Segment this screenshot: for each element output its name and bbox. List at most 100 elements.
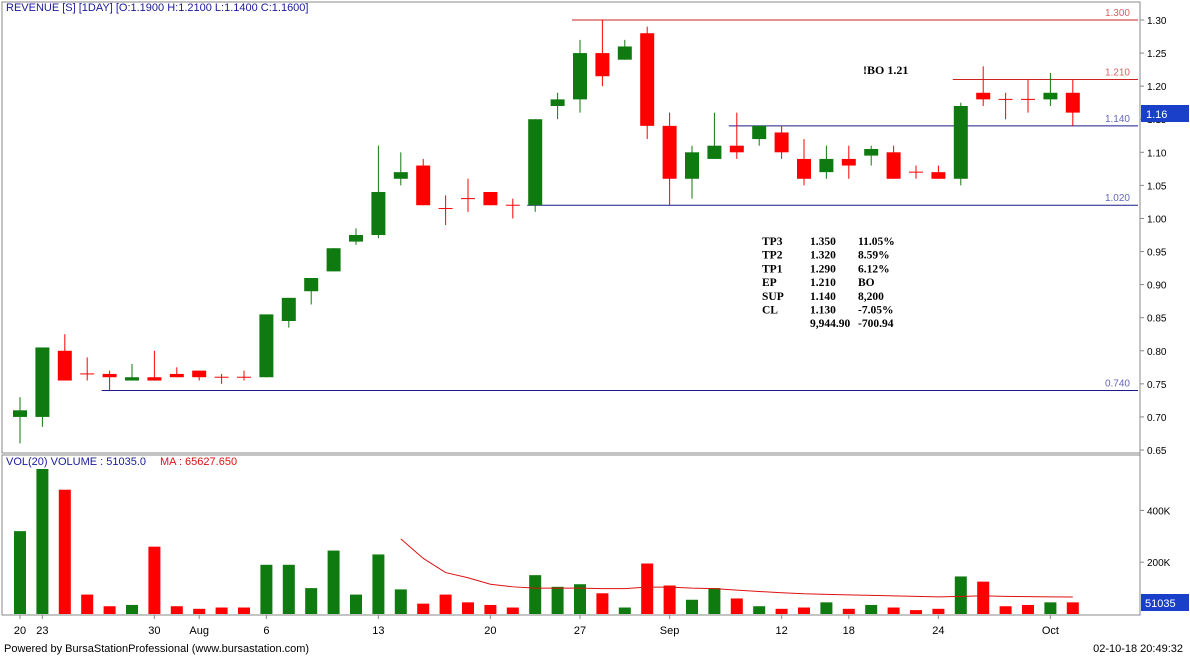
candle [169, 367, 184, 378]
date-tick-label: 20 [14, 625, 26, 637]
candle-body [976, 92, 991, 100]
price-tick-label: 0.65 [1147, 446, 1167, 457]
candle [461, 178, 475, 212]
trade-table-cell: 11.05% [858, 236, 895, 248]
trade-table-cell: -700.94 [858, 318, 894, 330]
volume-bar [686, 599, 698, 614]
candle [1065, 79, 1080, 126]
candle-body [102, 373, 117, 378]
breakout-annotation: !BO 1.21 [863, 63, 908, 77]
candle-body [13, 410, 27, 417]
candle [573, 39, 587, 113]
current-volume-value: 51035 [1145, 598, 1176, 610]
date-tick-label: 18 [843, 625, 855, 637]
current-volume-badge [1141, 594, 1189, 611]
trade-table-cell: 1.320 [810, 250, 836, 262]
level-label: 1.020 [1105, 193, 1130, 204]
candle [259, 314, 274, 378]
candle-body [886, 152, 901, 179]
trade-table-cell: 9,944.90 [810, 318, 851, 330]
level-label: 1.210 [1105, 68, 1130, 79]
volume-bar [372, 554, 385, 614]
candle-body [57, 350, 72, 381]
candle-body [550, 99, 565, 106]
price-title: REVENUE [S] [1DAY] [O:1.1900 H:1.2100 L:… [6, 2, 308, 14]
volume-bar [462, 602, 474, 614]
candle [483, 192, 498, 206]
volume-bar [596, 593, 609, 614]
candle [886, 145, 901, 179]
price-tick-label: 1.20 [1147, 82, 1167, 93]
date-tick-label: 30 [148, 625, 160, 637]
candle-body [774, 132, 789, 153]
current-price-badge [1141, 105, 1189, 122]
volume-bar [417, 603, 430, 614]
volume-bar [394, 589, 407, 614]
candle-body [819, 158, 834, 173]
candle [640, 26, 655, 140]
price-tick-label: 0.90 [1147, 281, 1167, 292]
candle [528, 119, 543, 212]
candle-body [797, 158, 811, 179]
price-panel [1, 1, 1141, 454]
volume-bar [14, 531, 26, 614]
candle [685, 145, 699, 199]
date-tick-label: Oct [1042, 625, 1059, 637]
volume-bar [663, 585, 676, 614]
date-tick-label: 6 [263, 625, 269, 637]
volume-ma-line [400, 538, 1073, 598]
trade-table-cell: 1.290 [810, 263, 836, 275]
candle [864, 145, 879, 166]
volume-bar [842, 608, 855, 614]
price-tick-label: 1.25 [1147, 49, 1167, 60]
volume-bar [215, 607, 228, 614]
volume-bar [36, 469, 49, 614]
volume-bar [753, 606, 766, 614]
volume-bar [932, 608, 945, 614]
volume-bar [260, 564, 273, 614]
volume-bar [282, 564, 295, 614]
candle [416, 158, 431, 206]
candle [662, 112, 677, 206]
volume-bar [574, 584, 586, 614]
candle-body [841, 158, 856, 166]
date-tick-label: 20 [484, 625, 496, 637]
price-tick-label: 0.80 [1147, 347, 1167, 358]
level-label: 1.300 [1105, 8, 1130, 19]
candle [125, 364, 139, 381]
price-tick-label: 0.75 [1147, 380, 1167, 391]
trade-table-cell: EP [762, 277, 777, 289]
candle [393, 152, 408, 186]
candle [707, 112, 722, 159]
candle [326, 248, 341, 272]
candle [281, 297, 296, 328]
candle-body [573, 53, 587, 100]
footer-credit: Powered by BursaStationProfessional (www… [4, 643, 309, 655]
trade-table: TP3 1.350 11.05% TP2 1.320 8.59% TP1 1.290 6.12%… [762, 236, 895, 330]
volume-title: VOL(20) VOLUME : 51035.0 [6, 456, 146, 468]
price-tick-label: 1.30 [1147, 16, 1167, 27]
candle [237, 370, 251, 381]
volume-bar [148, 546, 161, 614]
date-tick-label: 12 [775, 625, 787, 637]
candle [550, 92, 565, 120]
price-tick-label: 0.70 [1147, 413, 1167, 424]
candle [774, 125, 789, 159]
trade-table-cell: 8,200 [858, 291, 884, 303]
trade-table-cell: BO [858, 277, 875, 289]
volume-bar [820, 602, 833, 614]
date-tick-label: Sep [660, 625, 680, 637]
candle-body [864, 149, 879, 156]
volume-bar [1022, 604, 1034, 614]
trade-table-cell: SUP [762, 291, 784, 303]
volume-bar [350, 594, 362, 614]
candle [953, 102, 968, 186]
candle [35, 347, 50, 427]
volume-bar [327, 550, 340, 614]
date-tick-label: 23 [36, 625, 48, 637]
trade-table-cell: 1.130 [810, 305, 836, 317]
volume-ma-label: MA : 65627.650 [160, 456, 237, 468]
candle [505, 198, 520, 219]
candle [819, 145, 834, 179]
volume-bar [954, 576, 967, 614]
